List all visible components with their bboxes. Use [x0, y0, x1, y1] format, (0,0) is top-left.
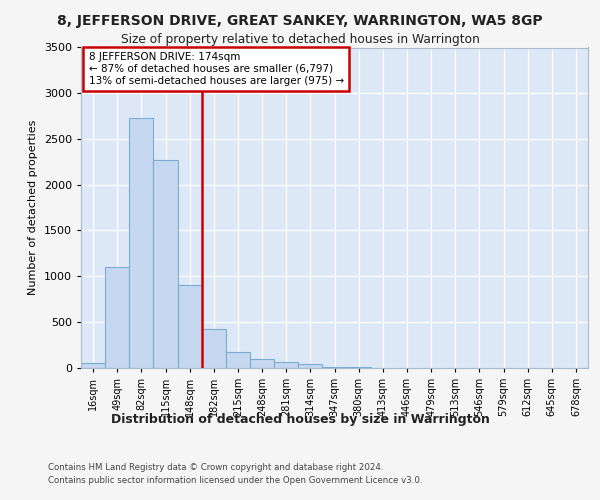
Bar	[178, 285, 202, 368]
Bar	[129, 118, 154, 368]
Text: Contains public sector information licensed under the Open Government Licence v3: Contains public sector information licen…	[48, 476, 422, 485]
Bar	[250, 359, 274, 368]
Bar	[226, 352, 250, 368]
Bar	[81, 363, 105, 368]
Text: Contains HM Land Registry data © Crown copyright and database right 2024.: Contains HM Land Registry data © Crown c…	[48, 462, 383, 471]
Y-axis label: Number of detached properties: Number of detached properties	[28, 120, 38, 295]
Bar	[105, 267, 129, 368]
Bar	[322, 366, 347, 368]
Text: 8, JEFFERSON DRIVE, GREAT SANKEY, WARRINGTON, WA5 8GP: 8, JEFFERSON DRIVE, GREAT SANKEY, WARRIN…	[57, 14, 543, 28]
Bar	[154, 160, 178, 368]
Text: 8 JEFFERSON DRIVE: 174sqm
← 87% of detached houses are smaller (6,797)
13% of se: 8 JEFFERSON DRIVE: 174sqm ← 87% of detac…	[89, 52, 344, 86]
Bar	[274, 362, 298, 368]
Text: Distribution of detached houses by size in Warrington: Distribution of detached houses by size …	[110, 412, 490, 426]
Text: Size of property relative to detached houses in Warrington: Size of property relative to detached ho…	[121, 32, 479, 46]
Bar	[298, 364, 322, 368]
Bar	[202, 329, 226, 368]
